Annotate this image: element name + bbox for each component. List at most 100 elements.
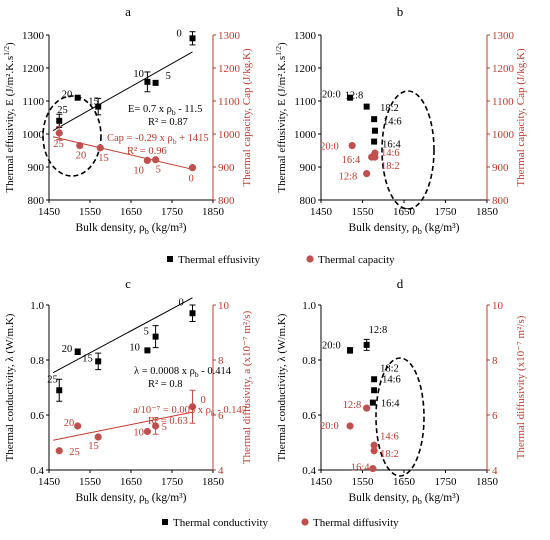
data-point-square	[347, 347, 354, 354]
panel-title: b	[397, 4, 404, 19]
chart-panel-d: d 1450 1550 1650 1750 1850 0.4 0.6 0.8 1.0 4 6 8 10 Bu…	[276, 276, 527, 506]
y-tick-label-right: 4	[492, 465, 498, 477]
y-tick-label-right: 1100	[218, 96, 240, 108]
data-label: 15	[88, 97, 99, 108]
data-point-square	[95, 358, 102, 365]
y-tick-label-left: 1300	[294, 30, 317, 42]
y-tick-label-left: 800	[300, 195, 317, 207]
legend-marker-square	[167, 256, 173, 262]
data-point-square	[74, 94, 81, 101]
y-axis-label-left: Thermal conductivity, λ (W/m.K)	[4, 313, 16, 461]
data-point-circle	[143, 156, 151, 164]
y-axis-label-right: Thermal capacity, Cap (J/kg.K)	[241, 48, 253, 187]
legend: Thermal conductivity Thermal diffusivity	[162, 517, 399, 529]
equation-annotation: R² = 0.87	[148, 117, 188, 128]
y-tick-label-left: 0.8	[302, 355, 316, 367]
data-label: 0	[201, 395, 206, 406]
data-label: 16:4	[342, 155, 361, 166]
data-label: 10	[129, 342, 140, 353]
data-point-square	[144, 78, 151, 85]
y-tick-label-left: 0.8	[30, 355, 44, 367]
data-label: 20:0	[320, 421, 339, 432]
x-tick-label: 1750	[435, 476, 458, 488]
data-label: 18:2	[381, 161, 400, 172]
data-label: 20:0	[322, 90, 341, 101]
highlight-ellipse	[381, 90, 435, 210]
data-label: 0	[189, 174, 194, 185]
x-tick-label: 1550	[79, 206, 102, 218]
data-point-circle	[363, 170, 371, 178]
data-point-square	[371, 116, 378, 123]
x-tick-label: 1450	[38, 206, 61, 218]
y-tick-label-left: 1000	[22, 129, 45, 141]
panel-title: c	[125, 276, 131, 291]
data-point-square	[152, 333, 159, 340]
data-label: 0	[177, 28, 182, 39]
data-point-circle	[152, 422, 160, 430]
data-label: 20:0	[322, 340, 341, 351]
data-point-square	[74, 348, 81, 355]
x-tick-label: 1550	[79, 476, 102, 488]
x-tick-label: 1850	[476, 476, 499, 488]
data-label: 18:2	[380, 103, 399, 114]
data-point-square	[369, 399, 376, 406]
data-label: 16:4	[382, 140, 401, 151]
data-label: 12:8	[343, 400, 362, 411]
y-tick-label-left: 900	[28, 162, 45, 174]
data-label: 12:8	[369, 325, 388, 336]
data-point-circle	[143, 427, 151, 436]
data-label: 10	[133, 69, 144, 80]
y-tick-label-right: 800	[218, 195, 235, 207]
y-tick-label-right: 10	[492, 300, 504, 312]
x-tick-label: 1650	[393, 476, 416, 488]
x-tick-label: 1450	[310, 476, 333, 488]
data-point-circle	[369, 465, 377, 473]
y-tick-label-right: 1000	[218, 129, 241, 141]
y-tick-label-right: 900	[218, 162, 235, 174]
y-tick-label-right: 800	[492, 195, 509, 207]
data-label: 20	[62, 90, 72, 101]
legend-label: Thermal conductivity	[173, 517, 268, 529]
data-label: 14:6	[380, 431, 399, 442]
data-label: 5	[166, 71, 171, 82]
panel-title: a	[125, 4, 131, 19]
legend-label: Thermal capacity	[318, 254, 395, 266]
equation-annotation: E= 0.7 x ρb​ - 11.5	[128, 104, 202, 117]
x-tick-label: 1850	[202, 476, 225, 488]
data-point-circle	[370, 447, 378, 455]
legend-label: Thermal diffusivity	[313, 517, 399, 529]
equation-annotation: λ = 0.0008 x ρb​ - 0.414	[134, 366, 232, 379]
x-axis-label: Bulk density, ρb​ (kg/m³)	[349, 492, 460, 506]
data-point-square	[371, 387, 378, 394]
highlight-ellipse	[42, 95, 102, 177]
data-point-circle	[348, 141, 356, 150]
data-point-circle	[96, 144, 104, 152]
data-label: 18:2	[380, 449, 399, 460]
y-tick-label-right: 1000	[492, 129, 515, 141]
data-point-circle	[346, 422, 354, 430]
y-tick-label-left: 1200	[22, 63, 45, 75]
x-tick-label: 1550	[352, 206, 375, 218]
data-label: 5	[162, 422, 167, 433]
data-label: 14:6	[381, 148, 400, 159]
y-tick-label-right: 10	[218, 300, 230, 312]
data-point-square	[152, 79, 159, 86]
data-point-square	[363, 341, 370, 348]
y-axis-label-right: Thermal capacity, Cap (J/kg.K)	[515, 48, 527, 187]
x-axis-label: Bulk density, ρb​ (kg/m³)	[76, 222, 187, 236]
equation-annotation: R² = 0.8	[148, 379, 182, 390]
y-tick-label-right: 1200	[218, 63, 241, 75]
data-point-circle	[188, 164, 197, 172]
data-label: 5	[156, 165, 161, 176]
x-tick-label: 1650	[120, 206, 143, 218]
y-tick-label-left: 1100	[294, 96, 316, 108]
legend-label: Thermal effusivity	[178, 254, 260, 266]
data-label: 20	[62, 344, 72, 355]
y-tick-label-right: 1100	[492, 96, 514, 108]
data-label: 20	[76, 151, 87, 162]
data-label: 15	[98, 153, 109, 164]
